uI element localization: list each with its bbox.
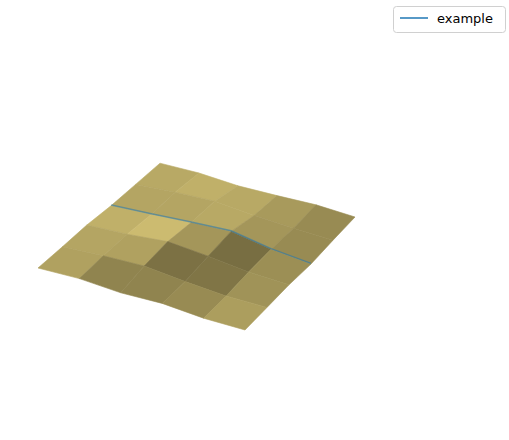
plot-area bbox=[38, 163, 355, 330]
legend-box bbox=[394, 7, 506, 33]
legend: example bbox=[394, 7, 506, 33]
series-line bbox=[111, 205, 311, 263]
chart: example bbox=[0, 0, 509, 440]
surface-patch bbox=[204, 296, 267, 330]
legend-swatch bbox=[400, 17, 428, 19]
legend-label: example bbox=[437, 11, 493, 26]
